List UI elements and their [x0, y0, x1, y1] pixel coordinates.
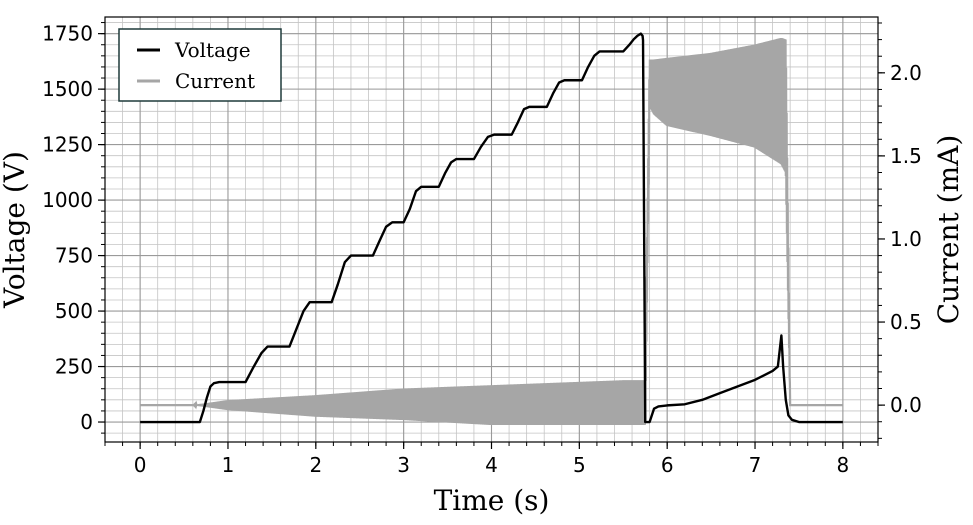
x-tick-label: 1 [222, 453, 235, 477]
x-tick-label: 8 [836, 453, 849, 477]
y-left-tick-label: 1500 [42, 77, 93, 101]
x-tick-label: 0 [134, 453, 147, 477]
legend-box [118, 28, 282, 102]
y-right-tick-label: 1.0 [890, 227, 922, 251]
y-left-tick-label: 250 [55, 355, 93, 379]
x-tick-label: 2 [309, 453, 322, 477]
y-left-tick-label: 500 [55, 299, 93, 323]
series-voltage-line [140, 32, 843, 424]
y-right-tick-label: 0.0 [890, 393, 922, 417]
y-left-tick-label: 0 [80, 410, 93, 434]
y-axis-left-label: Voltage (V) [0, 151, 31, 309]
legend-label-voltage: Voltage [174, 38, 251, 62]
x-tick-label: 5 [573, 453, 586, 477]
x-tick-label: 3 [397, 453, 410, 477]
x-axis-label: Time (s) [434, 484, 550, 517]
y-left-tick-label: 1750 [42, 22, 93, 46]
ticks-layer: 0 1 2 3 4 5 6 7 8 0 250 500 750 1000 1250 1500 1750 0.0 0.… [42, 22, 922, 477]
y-left-tick-label: 1250 [42, 133, 93, 157]
y-right-tick-label: 1.5 [890, 144, 922, 168]
x-tick-label: 7 [749, 453, 762, 477]
y-right-tick-label: 2.0 [890, 61, 922, 85]
y-left-tick-label: 1000 [42, 188, 93, 212]
y-left-tick-label: 750 [55, 244, 93, 268]
legend-label-current: Current [175, 69, 255, 93]
series-layer [140, 32, 843, 426]
x-tick-label: 6 [661, 453, 674, 477]
y-axis-right-label: Current (mA) [932, 135, 965, 325]
x-tick-label: 4 [485, 453, 498, 477]
series-current-line [140, 37, 843, 426]
legend: Voltage Current [118, 28, 282, 102]
y-right-tick-label: 0.5 [890, 310, 922, 334]
